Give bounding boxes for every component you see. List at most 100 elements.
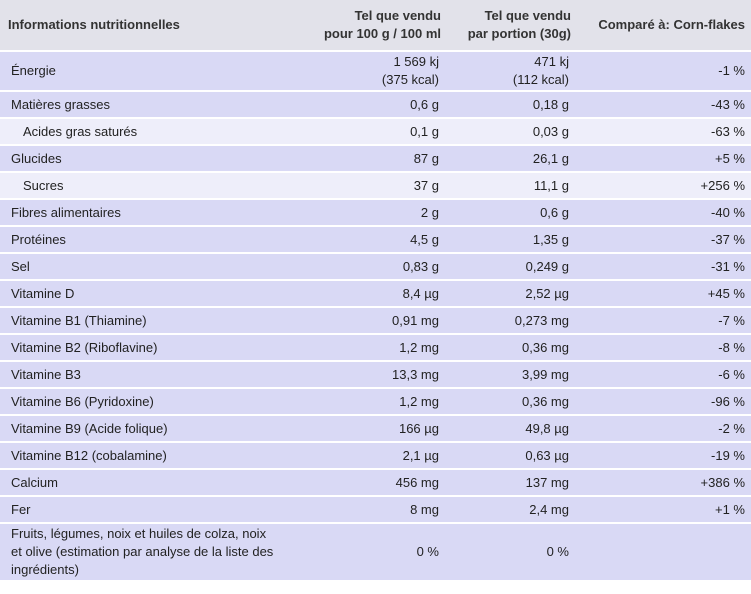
- row-per100: 0,6 g: [303, 92, 449, 117]
- table-header-row: Informations nutritionnelles Tel que ven…: [0, 0, 751, 50]
- header-portion-line2: par portion (30g): [467, 26, 571, 41]
- row-compare: +45 %: [579, 281, 751, 306]
- header-portion-line1: Tel que vendu: [484, 8, 571, 23]
- row-per100: 8,4 µg: [303, 281, 449, 306]
- table-row: Sel 0,83 g 0,249 g -31 %: [0, 254, 751, 279]
- table-row: Fer 8 mg 2,4 mg +1 %: [0, 497, 751, 522]
- row-per100: 456 mg: [303, 470, 449, 495]
- row-per100: 13,3 mg: [303, 362, 449, 387]
- table-row-energy: Énergie 1 569 kj (375 kcal) 471 kj (112 …: [0, 52, 751, 90]
- table-row: Protéines 4,5 g 1,35 g -37 %: [0, 227, 751, 252]
- header-per100-line2: pour 100 g / 100 ml: [323, 26, 441, 41]
- row-portion: 1,35 g: [449, 227, 579, 252]
- row-compare: +256 %: [579, 173, 751, 198]
- row-portion: 0,6 g: [449, 200, 579, 225]
- row-label: Calcium: [0, 470, 303, 495]
- energy-portion-kj: 471 kj: [534, 54, 569, 69]
- row-per100: 37 g: [303, 173, 449, 198]
- table-row: Vitamine D 8,4 µg 2,52 µg +45 %: [0, 281, 751, 306]
- row-label: Glucides: [0, 146, 303, 171]
- row-label: Sel: [0, 254, 303, 279]
- row-portion: 0,273 mg: [449, 308, 579, 333]
- header-portion: Tel que vendu par portion (30g): [449, 0, 579, 50]
- row-compare: +386 %: [579, 470, 751, 495]
- header-compare: Comparé à: Corn-flakes: [579, 0, 751, 50]
- row-compare: -63 %: [579, 119, 751, 144]
- table-row: Matières grasses 0,6 g 0,18 g -43 %: [0, 92, 751, 117]
- row-per100: 0,83 g: [303, 254, 449, 279]
- table-row: Vitamine B6 (Pyridoxine) 1,2 mg 0,36 mg …: [0, 389, 751, 414]
- row-compare: -37 %: [579, 227, 751, 252]
- row-compare: -8 %: [579, 335, 751, 360]
- row-portion: 3,99 mg: [449, 362, 579, 387]
- header-per100: Tel que vendu pour 100 g / 100 ml: [303, 0, 449, 50]
- row-per100: 1,2 mg: [303, 335, 449, 360]
- row-label: Fibres alimentaires: [0, 200, 303, 225]
- row-portion: 0,36 mg: [449, 335, 579, 360]
- row-per100: 87 g: [303, 146, 449, 171]
- row-compare: -2 %: [579, 416, 751, 441]
- fruits-per100: 0 %: [303, 524, 449, 580]
- row-portion: 49,8 µg: [449, 416, 579, 441]
- energy-portion: 471 kj (112 kcal): [449, 52, 579, 90]
- header-title: Informations nutritionnelles: [0, 0, 303, 50]
- energy-per100: 1 569 kj (375 kcal): [303, 52, 449, 90]
- energy-portion-kcal: (112 kcal): [512, 72, 569, 87]
- energy-per100-kj: 1 569 kj: [393, 54, 439, 69]
- fruits-label-line3: ingrédients): [11, 562, 79, 577]
- row-label: Sucres: [0, 173, 303, 198]
- row-label: Vitamine D: [0, 281, 303, 306]
- row-per100: 1,2 mg: [303, 389, 449, 414]
- table-row-fruits: Fruits, légumes, noix et huiles de colza…: [0, 524, 751, 580]
- row-label: Protéines: [0, 227, 303, 252]
- row-label: Vitamine B6 (Pyridoxine): [0, 389, 303, 414]
- row-per100: 4,5 g: [303, 227, 449, 252]
- row-label: Vitamine B3: [0, 362, 303, 387]
- row-portion: 137 mg: [449, 470, 579, 495]
- table-row: Vitamine B2 (Riboflavine) 1,2 mg 0,36 mg…: [0, 335, 751, 360]
- row-compare: -7 %: [579, 308, 751, 333]
- row-label: Vitamine B9 (Acide folique): [0, 416, 303, 441]
- fruits-portion: 0 %: [449, 524, 579, 580]
- row-label: Acides gras saturés: [0, 119, 303, 144]
- row-portion: 2,52 µg: [449, 281, 579, 306]
- table-row: Vitamine B3 13,3 mg 3,99 mg -6 %: [0, 362, 751, 387]
- row-label: Énergie: [0, 52, 303, 90]
- row-compare: -96 %: [579, 389, 751, 414]
- table-row: Sucres 37 g 11,1 g +256 %: [0, 173, 751, 198]
- row-label: Matières grasses: [0, 92, 303, 117]
- header-per100-line1: Tel que vendu: [354, 8, 441, 23]
- row-portion: 0,36 mg: [449, 389, 579, 414]
- fruits-label: Fruits, légumes, noix et huiles de colza…: [0, 524, 303, 580]
- row-portion: 2,4 mg: [449, 497, 579, 522]
- table-row: Glucides 87 g 26,1 g +5 %: [0, 146, 751, 171]
- row-portion: 0,03 g: [449, 119, 579, 144]
- table-row: Vitamine B9 (Acide folique) 166 µg 49,8 …: [0, 416, 751, 441]
- row-compare: -6 %: [579, 362, 751, 387]
- fruits-label-line1: Fruits, légumes, noix et huiles de colza…: [11, 526, 267, 541]
- row-per100: 0,91 mg: [303, 308, 449, 333]
- nutrition-table: Informations nutritionnelles Tel que ven…: [0, 0, 751, 580]
- row-portion: 11,1 g: [449, 173, 579, 198]
- row-portion: 26,1 g: [449, 146, 579, 171]
- row-per100: 2 g: [303, 200, 449, 225]
- row-per100: 166 µg: [303, 416, 449, 441]
- table-row: Calcium 456 mg 137 mg +386 %: [0, 470, 751, 495]
- row-portion: 0,249 g: [449, 254, 579, 279]
- row-label: Vitamine B2 (Riboflavine): [0, 335, 303, 360]
- table-row: Vitamine B1 (Thiamine) 0,91 mg 0,273 mg …: [0, 308, 751, 333]
- table-row: Fibres alimentaires 2 g 0,6 g -40 %: [0, 200, 751, 225]
- row-label: Vitamine B1 (Thiamine): [0, 308, 303, 333]
- row-per100: 0,1 g: [303, 119, 449, 144]
- table-row: Acides gras saturés 0,1 g 0,03 g -63 %: [0, 119, 751, 144]
- energy-compare: -1 %: [579, 52, 751, 90]
- fruits-label-line2: et olive (estimation par analyse de la l…: [11, 544, 274, 559]
- row-portion: 0,63 µg: [449, 443, 579, 468]
- row-compare: -40 %: [579, 200, 751, 225]
- fruits-compare: [579, 524, 751, 580]
- row-compare: +5 %: [579, 146, 751, 171]
- row-label: Fer: [0, 497, 303, 522]
- row-compare: -31 %: [579, 254, 751, 279]
- row-compare: -19 %: [579, 443, 751, 468]
- energy-per100-kcal: (375 kcal): [381, 72, 439, 87]
